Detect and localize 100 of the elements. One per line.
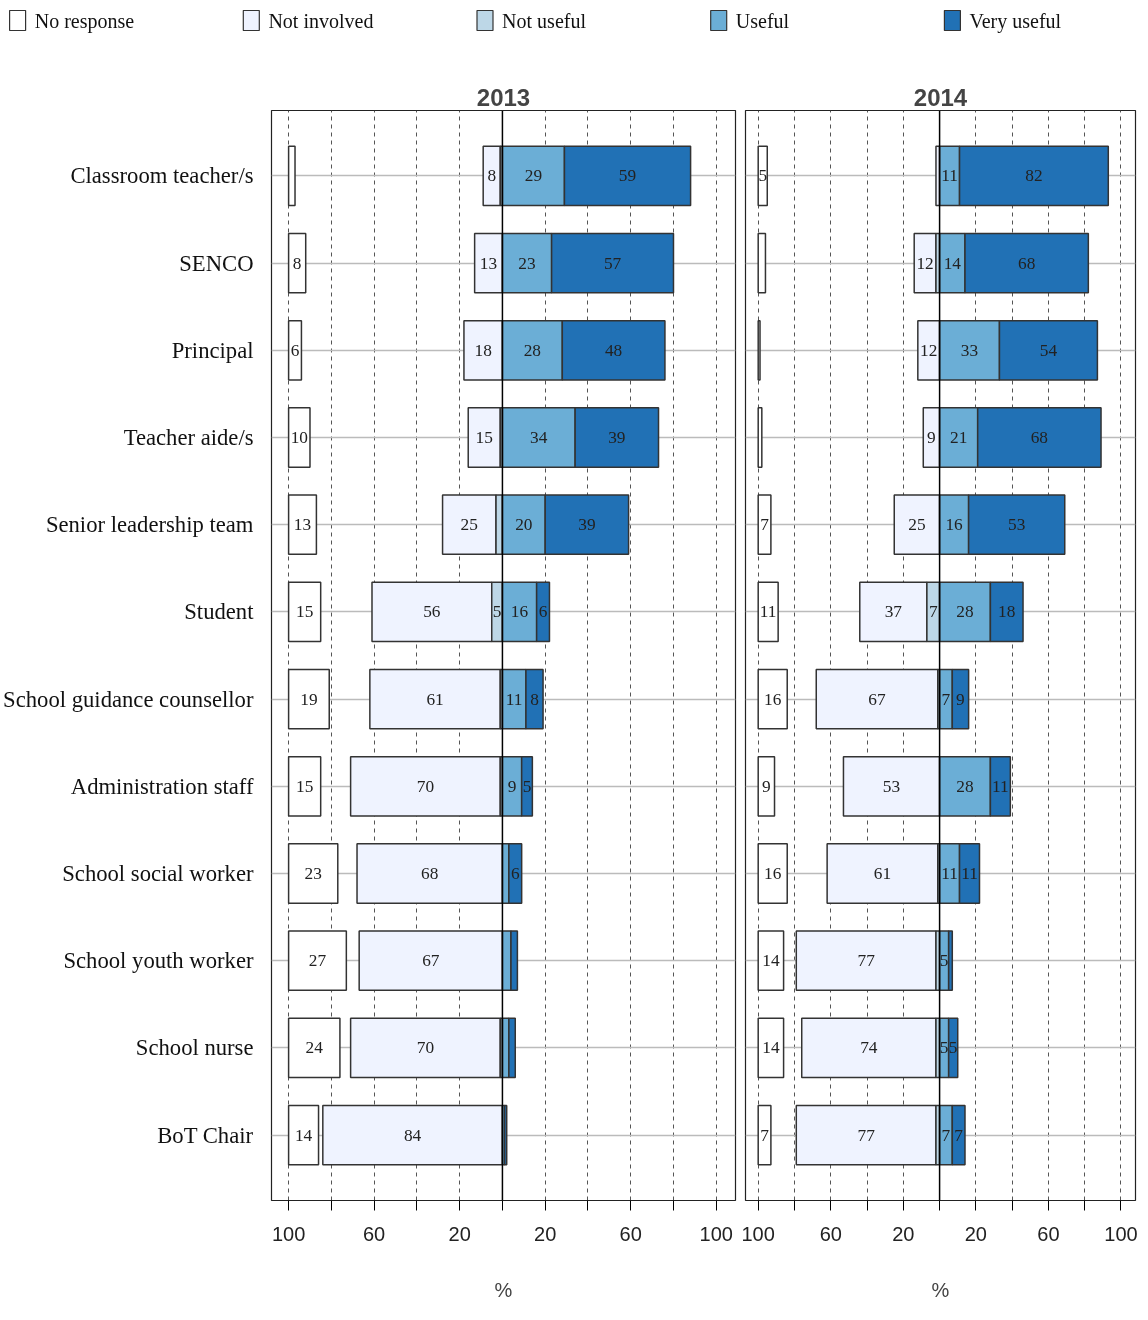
data-label: 9 [956,689,965,709]
y-tick-label: Senior leadership team [45,512,254,538]
bar [287,494,318,556]
data-label: 9 [507,776,517,796]
data-label: 37 [884,602,903,622]
data-label: 67 [422,951,440,971]
data-label: 53 [1008,515,1026,535]
x-tick-label: 60 [363,1222,386,1245]
bar [287,843,339,904]
y-tick-label: Principal [171,337,254,363]
bar [356,843,504,904]
data-label: 11 [941,864,958,883]
x-tick-label: 20 [964,1222,987,1245]
data-label: 20 [515,515,533,535]
data-label: 82 [1025,166,1043,186]
data-label: 18 [998,602,1016,622]
data-label: 7 [760,1125,770,1145]
bar [287,232,307,294]
data-label: 24 [305,1038,324,1058]
x-tick-label: 20 [534,1222,557,1245]
data-label: 59 [618,166,637,186]
data-label: 16 [510,602,529,622]
chart-title: 2013 [476,83,531,111]
data-label: 53 [882,776,901,796]
data-label: 70 [416,776,435,796]
data-label: 9 [762,776,771,796]
x-tick-label: 20 [448,1222,471,1245]
y-tick-label: School youth worker [63,948,254,974]
data-label: 39 [578,515,596,535]
data-label: 11 [759,602,777,622]
data-label: 6 [290,340,300,360]
data-label: 13 [479,253,498,273]
bar [349,755,502,817]
bar [287,1104,320,1166]
bar [287,1017,341,1079]
bar [287,145,296,207]
data-label: 33 [960,340,979,360]
data-label: 48 [604,340,623,360]
bar [757,232,767,294]
x-tick-label: 60 [819,1222,842,1245]
data-label: 84 [403,1125,422,1145]
bar [757,494,772,556]
legend-label: Very useful [969,9,1062,33]
data-label: 5 [522,776,532,796]
legend-label: Useful [735,9,790,32]
bar [800,1017,937,1079]
bar [287,407,311,468]
bar [815,668,939,730]
bar [287,668,330,730]
legend-label: No response [34,9,135,33]
bar [795,930,937,992]
data-label: 7 [760,515,770,535]
data-label: 7 [941,689,951,709]
bar [287,930,348,992]
data-label: 68 [1030,428,1049,447]
data-label: 54 [1039,340,1058,360]
x-tick-label: 20 [892,1222,915,1245]
data-label: 9 [927,428,936,447]
x-tick-label: 60 [1037,1222,1060,1245]
y-tick-label: Classroom teacher/s [70,163,254,189]
data-label: 67 [868,689,887,709]
data-label: 18 [474,340,492,360]
data-label: 13 [293,515,312,535]
data-label: 25 [460,515,478,535]
bar [757,1104,772,1166]
data-label: 8 [292,253,302,273]
data-label: 5 [948,1038,958,1058]
data-label: 15 [475,428,493,447]
x-tick-label: 100 [1104,1222,1138,1245]
data-label: 39 [608,428,626,447]
data-label: 14 [294,1125,313,1145]
data-label: 14 [762,951,780,971]
data-label: 11 [505,689,523,709]
y-tick-label: School social worker [62,861,254,886]
data-label: 11 [941,166,958,186]
data-label: 14 [943,253,962,273]
data-label: 28 [956,602,974,622]
x-axis-title: % [494,1278,513,1301]
data-label: 68 [1018,253,1036,273]
bar [757,145,769,207]
data-label: 29 [524,166,543,186]
legend-label: Not involved [268,9,374,32]
x-tick-label: 100 [271,1222,306,1245]
y-tick-label: SENCO [179,250,254,276]
data-label: 77 [857,951,876,971]
data-label: 7 [954,1125,964,1145]
data-label: 27 [308,951,327,971]
y-tick-label: Student [184,599,255,625]
data-label: 5 [758,166,768,186]
bar [757,407,763,468]
x-tick-label: 60 [619,1222,642,1245]
data-label: 74 [860,1038,878,1058]
y-tick-label: School guidance counsellor [3,686,254,712]
data-label: 7 [928,602,938,622]
y-tick-label: Administration staff [70,773,254,799]
data-label: 16 [764,864,782,883]
bar [826,843,939,904]
y-tick-label: Teacher aide/s [123,425,254,450]
bar [757,755,776,817]
data-label: 7 [941,1125,951,1145]
